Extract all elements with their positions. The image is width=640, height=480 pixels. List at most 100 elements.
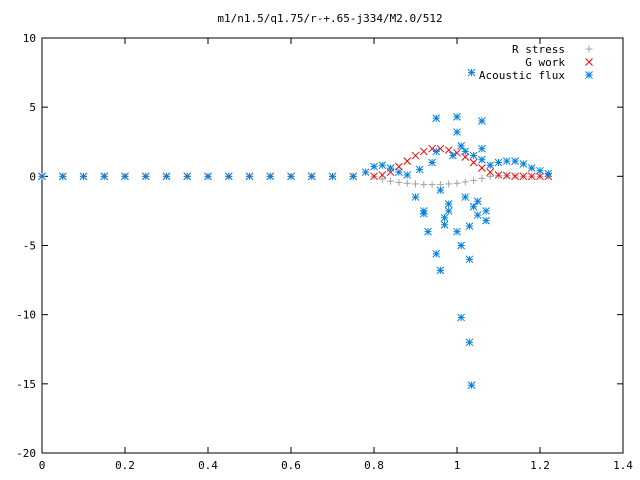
data-point bbox=[403, 157, 412, 165]
data-point bbox=[436, 186, 445, 195]
legend-marker bbox=[585, 45, 593, 53]
data-point bbox=[511, 172, 519, 181]
data-point bbox=[465, 338, 474, 347]
data-point bbox=[378, 161, 387, 170]
data-point bbox=[461, 193, 470, 201]
data-point bbox=[453, 112, 461, 121]
x-tick-label: 0.8 bbox=[364, 459, 384, 472]
data-point bbox=[411, 193, 420, 201]
data-point bbox=[395, 168, 403, 177]
axis-ticks: 0 0.2 0.4 0.6 0.8 1 1.2 1.4 10 5 0 -5 -10 -15 -20 bbox=[16, 32, 633, 472]
data-point bbox=[378, 171, 387, 179]
data-point bbox=[328, 172, 337, 181]
data-point bbox=[395, 162, 403, 171]
data-point bbox=[478, 117, 486, 125]
data-point bbox=[349, 172, 358, 181]
data-point bbox=[494, 158, 503, 167]
legend-label: R stress bbox=[512, 43, 565, 56]
data-point bbox=[419, 147, 428, 156]
data-point bbox=[511, 157, 519, 165]
y-tick-label: -10 bbox=[16, 309, 36, 322]
data-point bbox=[453, 128, 461, 136]
data-point bbox=[403, 171, 412, 179]
series-r-stress bbox=[38, 172, 552, 189]
y-tick-label: 5 bbox=[29, 101, 36, 114]
data-point bbox=[461, 147, 470, 156]
legend-label: G work bbox=[525, 56, 565, 69]
data-point bbox=[432, 147, 441, 156]
data-point bbox=[519, 160, 528, 168]
chart-title: m1/n1.5/q1.75/r-+.65-j334/M2.0/512 bbox=[217, 12, 442, 25]
data-point bbox=[469, 158, 478, 167]
y-tick-label: 10 bbox=[23, 32, 36, 45]
data-point bbox=[536, 172, 544, 181]
legend-label: Acoustic flux bbox=[479, 69, 565, 82]
data-point bbox=[378, 175, 386, 183]
data-point bbox=[440, 220, 449, 229]
data-point bbox=[527, 164, 536, 172]
data-point bbox=[453, 227, 461, 236]
y-tick-label: -5 bbox=[23, 240, 36, 253]
data-point bbox=[428, 181, 436, 189]
data-point bbox=[478, 155, 486, 164]
data-point bbox=[245, 172, 254, 181]
data-point bbox=[519, 172, 528, 181]
data-point bbox=[453, 179, 461, 187]
data-point bbox=[436, 266, 445, 275]
data-point bbox=[204, 172, 212, 181]
x-tick-label: 1.4 bbox=[613, 459, 633, 472]
y-tick-label: -20 bbox=[16, 447, 36, 460]
legend-marker bbox=[585, 71, 593, 79]
plot-frame bbox=[41, 37, 624, 454]
data-point bbox=[79, 172, 88, 181]
data-point bbox=[467, 68, 476, 77]
data-point bbox=[444, 200, 453, 208]
data-point bbox=[467, 381, 476, 390]
data-point bbox=[266, 172, 275, 181]
data-point bbox=[470, 176, 478, 184]
data-point bbox=[432, 249, 441, 258]
data-point bbox=[307, 172, 316, 181]
data-point bbox=[536, 166, 544, 175]
data-point bbox=[403, 179, 411, 187]
data-point bbox=[486, 161, 495, 170]
data-point bbox=[473, 197, 482, 206]
data-point bbox=[486, 172, 494, 180]
data-point bbox=[473, 211, 482, 219]
y-tick-label: -15 bbox=[16, 378, 36, 391]
data-point bbox=[432, 114, 441, 123]
data-point bbox=[395, 179, 403, 187]
data-point bbox=[494, 171, 503, 179]
data-point bbox=[361, 168, 370, 177]
data-point bbox=[411, 151, 420, 160]
data-point bbox=[478, 174, 486, 182]
data-point bbox=[121, 172, 129, 181]
data-point bbox=[448, 151, 457, 160]
data-point bbox=[527, 172, 536, 181]
data-point bbox=[544, 169, 553, 178]
data-point bbox=[424, 227, 432, 236]
data-point bbox=[415, 165, 424, 174]
data-point bbox=[502, 171, 511, 180]
data-point bbox=[287, 172, 295, 181]
data-point bbox=[465, 255, 474, 264]
data-point bbox=[370, 162, 378, 171]
data-point bbox=[469, 202, 478, 211]
data-point bbox=[469, 151, 478, 160]
data-point bbox=[478, 144, 486, 153]
x-tick-label: 0.6 bbox=[281, 459, 301, 472]
data-point bbox=[58, 172, 67, 181]
data-point bbox=[162, 172, 171, 181]
x-tick-label: 0.2 bbox=[115, 459, 135, 472]
data-point bbox=[482, 207, 490, 215]
data-point bbox=[386, 164, 395, 172]
data-point bbox=[457, 241, 466, 250]
data-point bbox=[465, 222, 474, 230]
data-point bbox=[387, 177, 395, 185]
x-tick-label: 0 bbox=[39, 459, 46, 472]
data-point bbox=[420, 181, 428, 189]
x-tick-label: 1.2 bbox=[530, 459, 550, 472]
data-point bbox=[370, 172, 378, 181]
